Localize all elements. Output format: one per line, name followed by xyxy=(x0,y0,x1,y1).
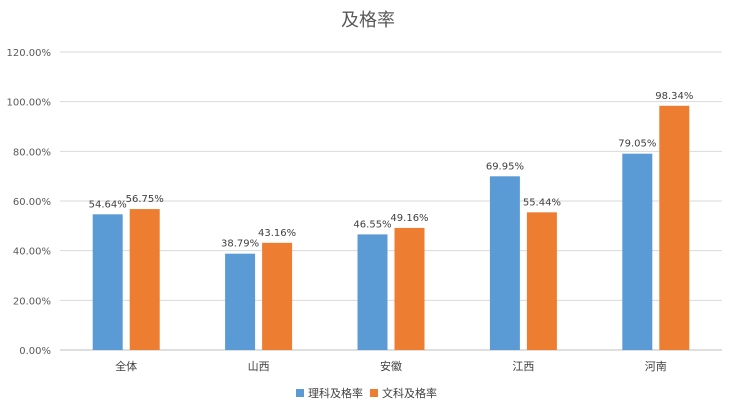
data-label: 38.79% xyxy=(221,239,259,250)
legend-swatch xyxy=(370,389,378,397)
y-tick-label: 80.00% xyxy=(13,147,51,158)
bar-arts xyxy=(659,105,690,350)
data-label: 46.55% xyxy=(353,219,391,230)
data-label: 69.95% xyxy=(486,161,524,172)
bar-science xyxy=(622,153,653,350)
category-label: 山西 xyxy=(248,360,270,373)
data-label: 49.16% xyxy=(390,213,428,224)
bar-science xyxy=(92,214,123,350)
y-tick-label: 20.00% xyxy=(13,296,51,307)
chart-title: 及格率 xyxy=(341,10,395,31)
bar-science xyxy=(225,253,256,350)
data-label: 79.05% xyxy=(618,139,656,150)
data-label: 54.64% xyxy=(89,199,127,210)
bar-arts xyxy=(129,209,160,350)
y-tick-label: 60.00% xyxy=(13,197,51,208)
data-label: 55.44% xyxy=(523,197,561,208)
y-tick-label: 40.00% xyxy=(13,247,51,258)
legend-label: 理科及格率 xyxy=(308,386,363,400)
bar-arts xyxy=(394,227,425,350)
bar-arts xyxy=(526,212,557,350)
data-label: 43.16% xyxy=(258,228,296,239)
bar-science xyxy=(489,176,520,350)
category-label: 全体 xyxy=(115,359,137,373)
data-label: 56.75% xyxy=(126,194,164,205)
y-tick-label: 100.00% xyxy=(7,98,52,109)
data-label: 98.34% xyxy=(655,91,693,102)
bar-arts xyxy=(262,242,293,350)
y-tick-label: 120.00% xyxy=(7,48,52,59)
legend-label: 文科及格率 xyxy=(382,386,437,400)
category-label: 河南 xyxy=(645,360,667,373)
category-label: 江西 xyxy=(512,360,534,373)
y-tick-label: 0.00% xyxy=(19,346,51,357)
category-label: 安徽 xyxy=(380,359,402,373)
bar-science xyxy=(357,234,388,350)
legend-swatch xyxy=(296,389,304,397)
